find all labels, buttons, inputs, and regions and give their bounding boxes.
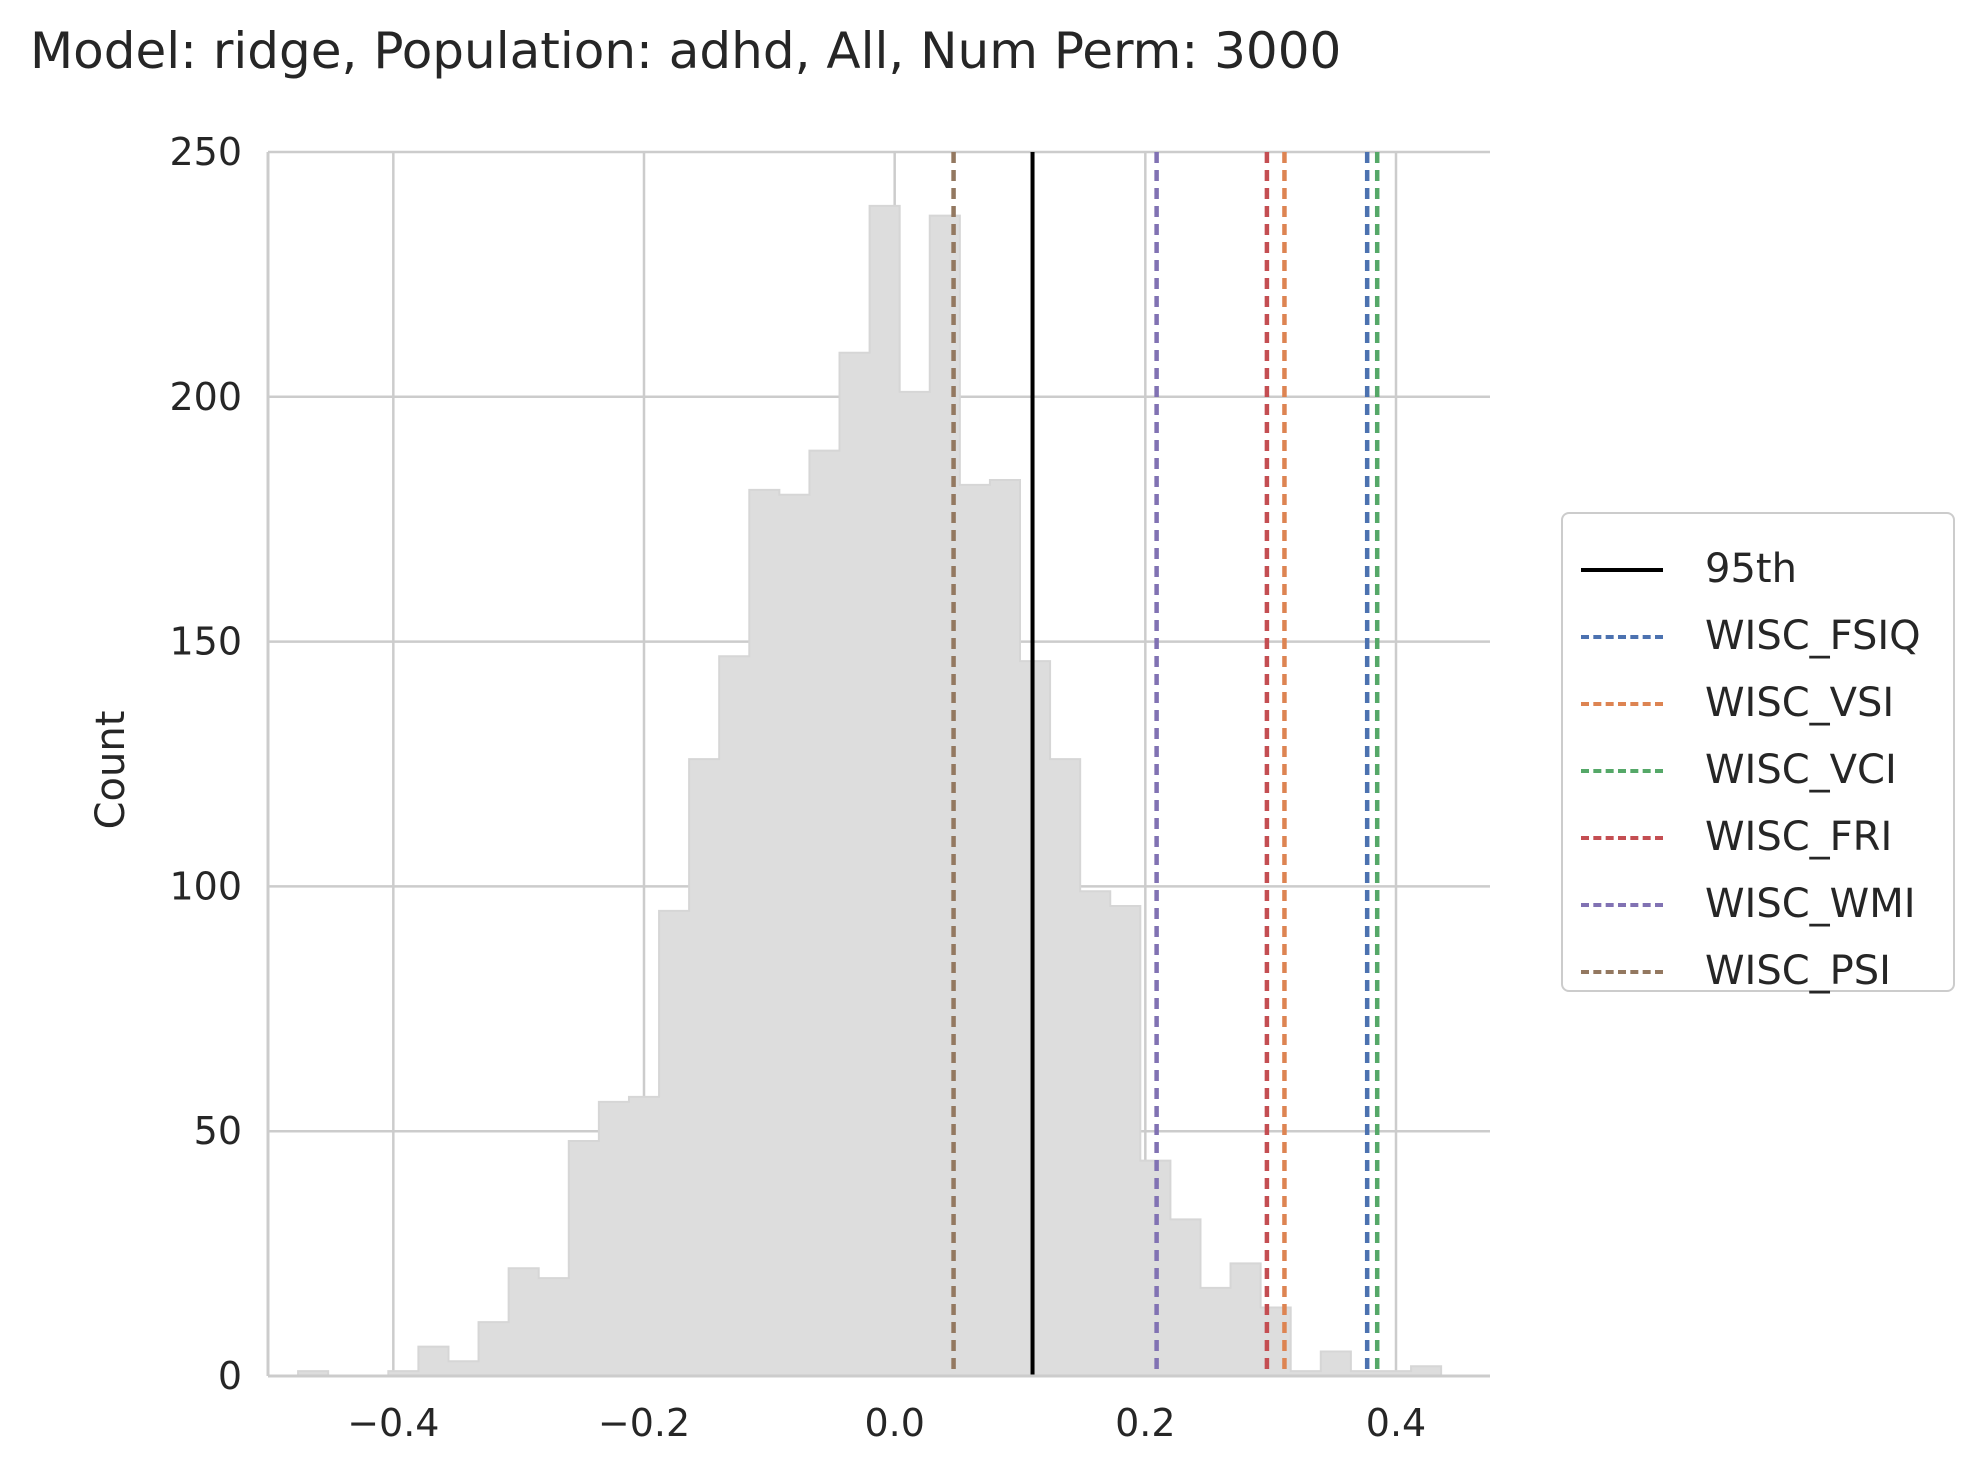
x-tick-label: −0.2 — [598, 1401, 690, 1445]
x-tick-label: 0.0 — [864, 1401, 924, 1445]
legend-item: WISC_WMI — [1563, 881, 1953, 927]
tick-labels: −0.4 −0.2 0.0 0.2 0.4 0 50 100 150 200 250 — [169, 130, 1426, 1445]
y-axis-label: Count — [88, 711, 134, 830]
legend-swatch — [1581, 702, 1663, 706]
x-tick-label: 0.4 — [1366, 1401, 1426, 1445]
legend-item: WISC_VCI — [1563, 747, 1953, 793]
y-tick-label: 150 — [169, 620, 242, 664]
legend-label: WISC_VCI — [1705, 747, 1897, 793]
legend-item: WISC_FRI — [1563, 814, 1953, 860]
legend-label: WISC_PSI — [1705, 948, 1891, 994]
legend-item: WISC_VSI — [1563, 680, 1953, 726]
y-tick-label: 100 — [169, 864, 242, 908]
legend-label: 95th — [1705, 546, 1797, 592]
legend-label: WISC_FRI — [1705, 814, 1893, 860]
legend-item: 95th — [1563, 546, 1953, 592]
axes — [266, 152, 1490, 1378]
legend: 95th WISC_FSIQ WISC_VSI WISC_VCI WISC_FRI WIS… — [1561, 512, 1955, 994]
y-tick-label: 250 — [169, 130, 242, 174]
legend-swatch — [1581, 836, 1663, 840]
legend-swatch — [1581, 970, 1663, 974]
x-tick-label: −0.4 — [347, 1401, 439, 1445]
y-tick-label: 50 — [194, 1109, 242, 1153]
legend-swatch — [1581, 568, 1663, 572]
y-tick-label: 0 — [218, 1354, 242, 1398]
legend-item: WISC_PSI — [1563, 948, 1953, 994]
chart-title: Model: ridge, Population: adhd, All, Num… — [30, 22, 1342, 80]
histogram-bars — [297, 204, 1443, 1377]
legend-label: WISC_FSIQ — [1705, 613, 1921, 659]
y-tick-label: 200 — [169, 375, 242, 419]
reference-lines — [951, 152, 1380, 1376]
legend-swatch — [1581, 903, 1663, 907]
legend-label: WISC_VSI — [1705, 680, 1895, 726]
legend-swatch — [1581, 635, 1663, 639]
legend-swatch — [1581, 769, 1663, 773]
x-tick-label: 0.2 — [1115, 1401, 1175, 1445]
legend-label: WISC_WMI — [1705, 881, 1916, 927]
legend-item: WISC_FSIQ — [1563, 613, 1953, 659]
